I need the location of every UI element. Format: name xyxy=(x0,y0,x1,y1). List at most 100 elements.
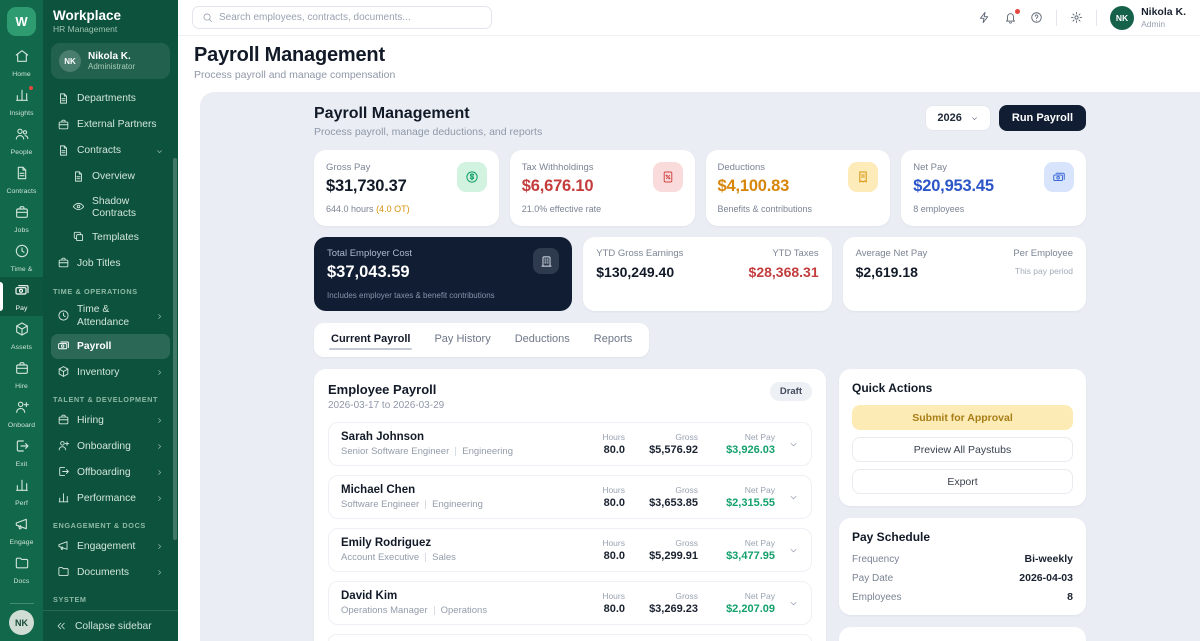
sidebar-item[interactable]: Job Titles xyxy=(51,252,170,277)
rail-item[interactable]: Insights xyxy=(0,82,43,121)
employee-meta: Senior Software Engineer Engineering xyxy=(341,446,578,457)
tab[interactable]: Pay History xyxy=(423,327,501,353)
rail-item[interactable]: Onboard xyxy=(0,394,43,433)
workspace-title: Workplace xyxy=(53,8,122,23)
sidebar-item[interactable]: Offboarding xyxy=(51,460,170,485)
employee-net: $2,315.55 xyxy=(726,497,775,509)
employee-name: Emily Rodriguez xyxy=(341,537,432,549)
sidebar-item-icon xyxy=(57,339,70,355)
stat-value: $6,676.10 xyxy=(521,177,594,195)
employee-net: $2,207.09 xyxy=(726,603,775,615)
sidebar-item[interactable]: Contracts xyxy=(51,139,170,164)
tab[interactable]: Current Payroll xyxy=(320,327,421,353)
sidebar-item-icon xyxy=(57,118,70,134)
rail-item[interactable]: Home xyxy=(0,43,43,82)
workspace-logo[interactable]: W xyxy=(7,7,36,36)
sidebar-item[interactable]: Templates xyxy=(51,226,170,251)
stat-card: Deductions $4,100.83 Benefits & contribu… xyxy=(705,150,891,226)
expand-chevron-icon[interactable] xyxy=(788,439,799,450)
collapse-sidebar-button[interactable]: Collapse sidebar xyxy=(43,610,178,641)
rail-item-label: Hire xyxy=(15,383,28,390)
employee-row[interactable]: Sarah Johnson Senior Software Engineer E… xyxy=(328,422,812,466)
stat-label: Deductions xyxy=(717,162,766,173)
stat-card: Tax Withholdings $6,676.10 21.0% effecti… xyxy=(509,150,695,226)
gross-column-label: Gross xyxy=(675,485,698,495)
employee-row-partial[interactable] xyxy=(328,634,812,641)
ytd-gross-label: YTD Gross Earnings xyxy=(596,248,684,259)
year-select[interactable]: 2026 xyxy=(925,105,991,131)
stat-icon xyxy=(1044,162,1074,192)
stat-subtext: Benefits & contributions xyxy=(717,204,813,214)
sidebar-item[interactable]: Performance xyxy=(51,486,170,511)
rail-item[interactable]: Jobs xyxy=(0,199,43,238)
schedule-row: Frequency Bi-weekly xyxy=(852,553,1073,565)
average-net-value: $2,619.18 xyxy=(855,264,918,280)
employee-row[interactable]: Emily Rodriguez Account Executive Sales xyxy=(328,528,812,572)
rail-item[interactable]: Pay xyxy=(0,277,43,316)
quick-action-button[interactable]: Submit for Approval xyxy=(852,405,1073,430)
rail-item-label: Exit xyxy=(15,461,28,468)
gear-icon[interactable] xyxy=(1070,11,1083,24)
tab[interactable]: Deductions xyxy=(504,327,581,353)
rail-item[interactable]: Assets xyxy=(0,316,43,355)
hours-column-label: Hours xyxy=(602,591,625,601)
search-field[interactable] xyxy=(219,12,482,23)
employer-cost-note: Includes employer taxes & benefit contri… xyxy=(327,291,495,300)
run-payroll-button[interactable]: Run Payroll xyxy=(998,105,1086,131)
stat-card: Gross Pay $31,730.37 644.0 hours (4.0 OT… xyxy=(314,150,499,226)
quick-action-button[interactable]: Export xyxy=(852,469,1073,494)
rail-item[interactable]: Time & xyxy=(0,238,43,277)
employee-meta: Software Engineer Engineering xyxy=(341,499,578,510)
sidebar-item[interactable]: Inventory xyxy=(51,360,170,385)
search-input[interactable] xyxy=(192,6,492,29)
rail-user-avatar[interactable]: NK xyxy=(9,610,34,635)
sidebar-item[interactable]: External Partners xyxy=(51,113,170,138)
rail-item[interactable]: Hire xyxy=(0,355,43,394)
sidebar-item[interactable]: Hiring xyxy=(51,408,170,433)
schedule-row: Employees 8 xyxy=(852,591,1073,603)
rail-item-icon xyxy=(14,321,30,342)
sidebar-item[interactable]: Engagement xyxy=(51,534,170,559)
sidebar-item-icon xyxy=(72,170,85,186)
bolt-icon[interactable] xyxy=(978,11,991,24)
sidebar-item-label: Performance xyxy=(77,492,136,504)
topbar-user-menu[interactable]: NK Nikola K. Admin xyxy=(1110,5,1186,30)
tab[interactable]: Reports xyxy=(583,327,644,353)
sidebar-item[interactable]: Departments xyxy=(51,87,170,112)
sidebar-item-label: Templates xyxy=(92,232,139,244)
expand-chevron-icon[interactable] xyxy=(788,545,799,556)
sidebar-item[interactable]: Payroll xyxy=(51,334,170,360)
sidebar-item[interactable]: Documents xyxy=(51,560,170,585)
notifications-bell-icon[interactable] xyxy=(1004,9,1021,24)
sidebar-item[interactable]: Shadow Contracts xyxy=(51,191,170,225)
stat-value: $20,953.45 xyxy=(913,177,994,195)
rail-item-icon xyxy=(14,126,30,147)
rail-item[interactable]: Engage xyxy=(0,511,43,550)
pay-period-note: This pay period xyxy=(1014,266,1073,276)
rail-item[interactable]: People xyxy=(0,121,43,160)
rail-item-icon xyxy=(14,477,30,498)
expand-chevron-icon[interactable] xyxy=(788,598,799,609)
employee-row[interactable]: Michael Chen Software Engineer Engineeri… xyxy=(328,475,812,519)
payroll-period: 2026-03-17 to 2026-03-29 xyxy=(328,400,445,411)
sidebar-scrollbar[interactable] xyxy=(173,158,177,540)
sidebar-item[interactable]: Time & Attendance xyxy=(51,300,170,334)
quick-action-button[interactable]: Preview All Paystubs xyxy=(852,437,1073,462)
sidebar-item-label: Documents xyxy=(77,566,130,578)
help-icon[interactable] xyxy=(1030,11,1043,24)
rail-item[interactable]: Docs xyxy=(0,550,43,589)
sidebar-item[interactable]: Onboarding xyxy=(51,434,170,459)
rail-item-icon xyxy=(14,555,30,576)
schedule-row-value: Bi-weekly xyxy=(1024,553,1073,565)
rail-item[interactable]: Contracts xyxy=(0,160,43,199)
expand-chevron-icon[interactable] xyxy=(788,492,799,503)
user-card[interactable]: NK Nikola K. Administrator xyxy=(51,43,170,79)
avatar: NK xyxy=(1110,5,1135,30)
sidebar-item[interactable]: Overview xyxy=(51,165,170,190)
employee-row[interactable]: David Kim Operations Manager Operations xyxy=(328,581,812,625)
sidebar-item-chevron-icon xyxy=(155,468,164,477)
rail-item[interactable]: Perf xyxy=(0,472,43,511)
rail-item[interactable]: Exit xyxy=(0,433,43,472)
employee-net: $3,477.95 xyxy=(726,550,775,562)
